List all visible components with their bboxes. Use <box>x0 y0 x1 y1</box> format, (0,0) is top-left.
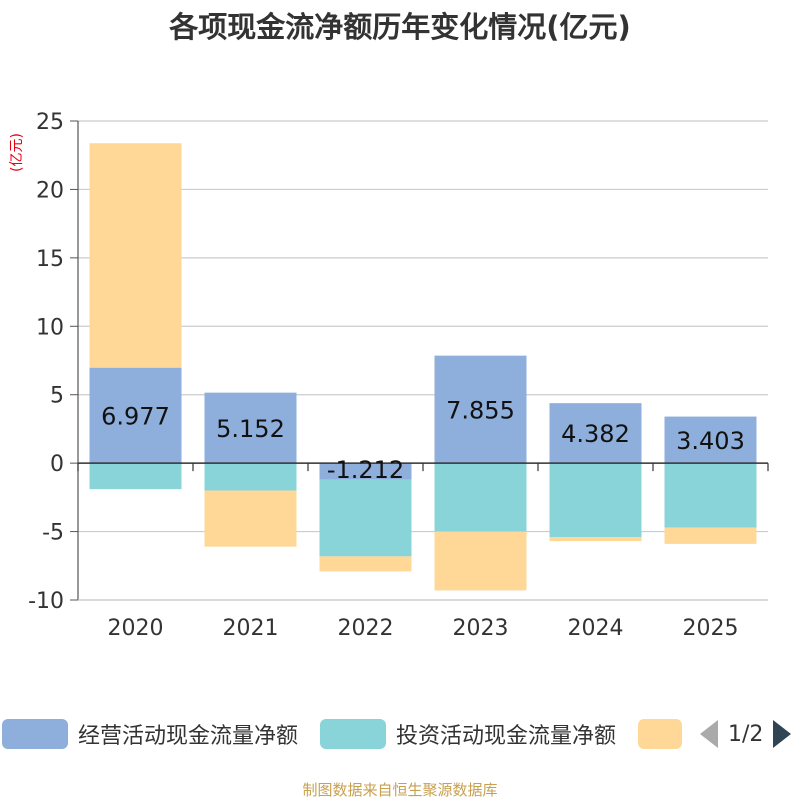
legend-item-operating[interactable]: 经营活动现金流量净额 <box>2 716 298 752</box>
legend-item-investing[interactable]: 投资活动现金流量净额 <box>320 716 616 752</box>
data-label-operating-2023: 7.855 <box>446 396 515 424</box>
y-tick-label: 0 <box>50 452 64 477</box>
x-tick-label: 2024 <box>568 616 624 641</box>
bar-investing-2020 <box>89 463 182 490</box>
y-tick-label: 15 <box>36 247 64 272</box>
x-tick-label: 2023 <box>453 616 509 641</box>
data-label-operating-2025: 3.403 <box>676 427 745 455</box>
y-tick-label: 20 <box>36 178 64 203</box>
bar-operating-2020 <box>89 367 182 464</box>
x-tick-label: 2025 <box>683 616 739 641</box>
bar-operating-2022 <box>319 463 412 480</box>
y-tick-label: -5 <box>42 521 64 546</box>
bar-financing-2024 <box>549 537 642 542</box>
legend: 经营活动现金流量净额 投资活动现金流量净额 <box>0 716 800 756</box>
legend-swatch-financing <box>638 719 682 749</box>
legend-swatch-operating <box>2 719 68 749</box>
y-tick-label: 25 <box>36 110 64 135</box>
bar-financing-2022 <box>319 556 412 572</box>
data-label-operating-2022: -1.212 <box>327 456 404 484</box>
pager-prev-icon[interactable] <box>700 720 718 748</box>
bar-operating-2021 <box>204 392 297 464</box>
x-tick-label: 2021 <box>223 616 279 641</box>
bar-investing-2022 <box>319 479 412 557</box>
y-tick-label: -10 <box>28 589 64 614</box>
legend-label-investing: 投资活动现金流量净额 <box>396 724 617 749</box>
data-label-operating-2024: 4.382 <box>561 420 630 448</box>
chart-area: 25 20 15 10 5 0 -5 -10 2020 2021 2022 2023 2024 2025 6… <box>28 110 769 641</box>
bar-financing-2020 <box>89 143 182 368</box>
bar-operating-2024 <box>549 403 642 464</box>
chart-title: 各项现金流净额历年变化情况(亿元) <box>169 10 631 44</box>
bar-operating-2023 <box>434 355 527 464</box>
legend-label-operating: 经营活动现金流量净额 <box>78 724 299 749</box>
legend-item-financing[interactable] <box>638 716 682 752</box>
bar-investing-2024 <box>549 463 642 538</box>
bar-financing-2023 <box>434 531 527 591</box>
bar-operating-2025 <box>664 416 757 464</box>
legend-swatch-investing <box>320 719 386 749</box>
x-tick-label: 2022 <box>338 616 394 641</box>
pager-next-icon[interactable] <box>773 720 792 748</box>
bar-investing-2023 <box>434 463 527 532</box>
y-tick-label: 10 <box>36 315 64 340</box>
source-note: 制图数据来自恒生聚源数据库 <box>302 781 498 799</box>
bar-investing-2021 <box>204 463 297 491</box>
bar-financing-2021 <box>204 490 297 547</box>
legend-pager: 1/2 <box>700 716 792 752</box>
pager-page: 1/2 <box>728 721 764 747</box>
data-label-operating-2020: 6.977 <box>101 402 170 430</box>
data-label-operating-2021: 5.152 <box>216 415 285 443</box>
bar-investing-2025 <box>664 463 757 528</box>
bar-financing-2025 <box>664 527 757 544</box>
x-tick-label: 2020 <box>108 616 164 641</box>
y-tick-label: 5 <box>50 384 64 409</box>
